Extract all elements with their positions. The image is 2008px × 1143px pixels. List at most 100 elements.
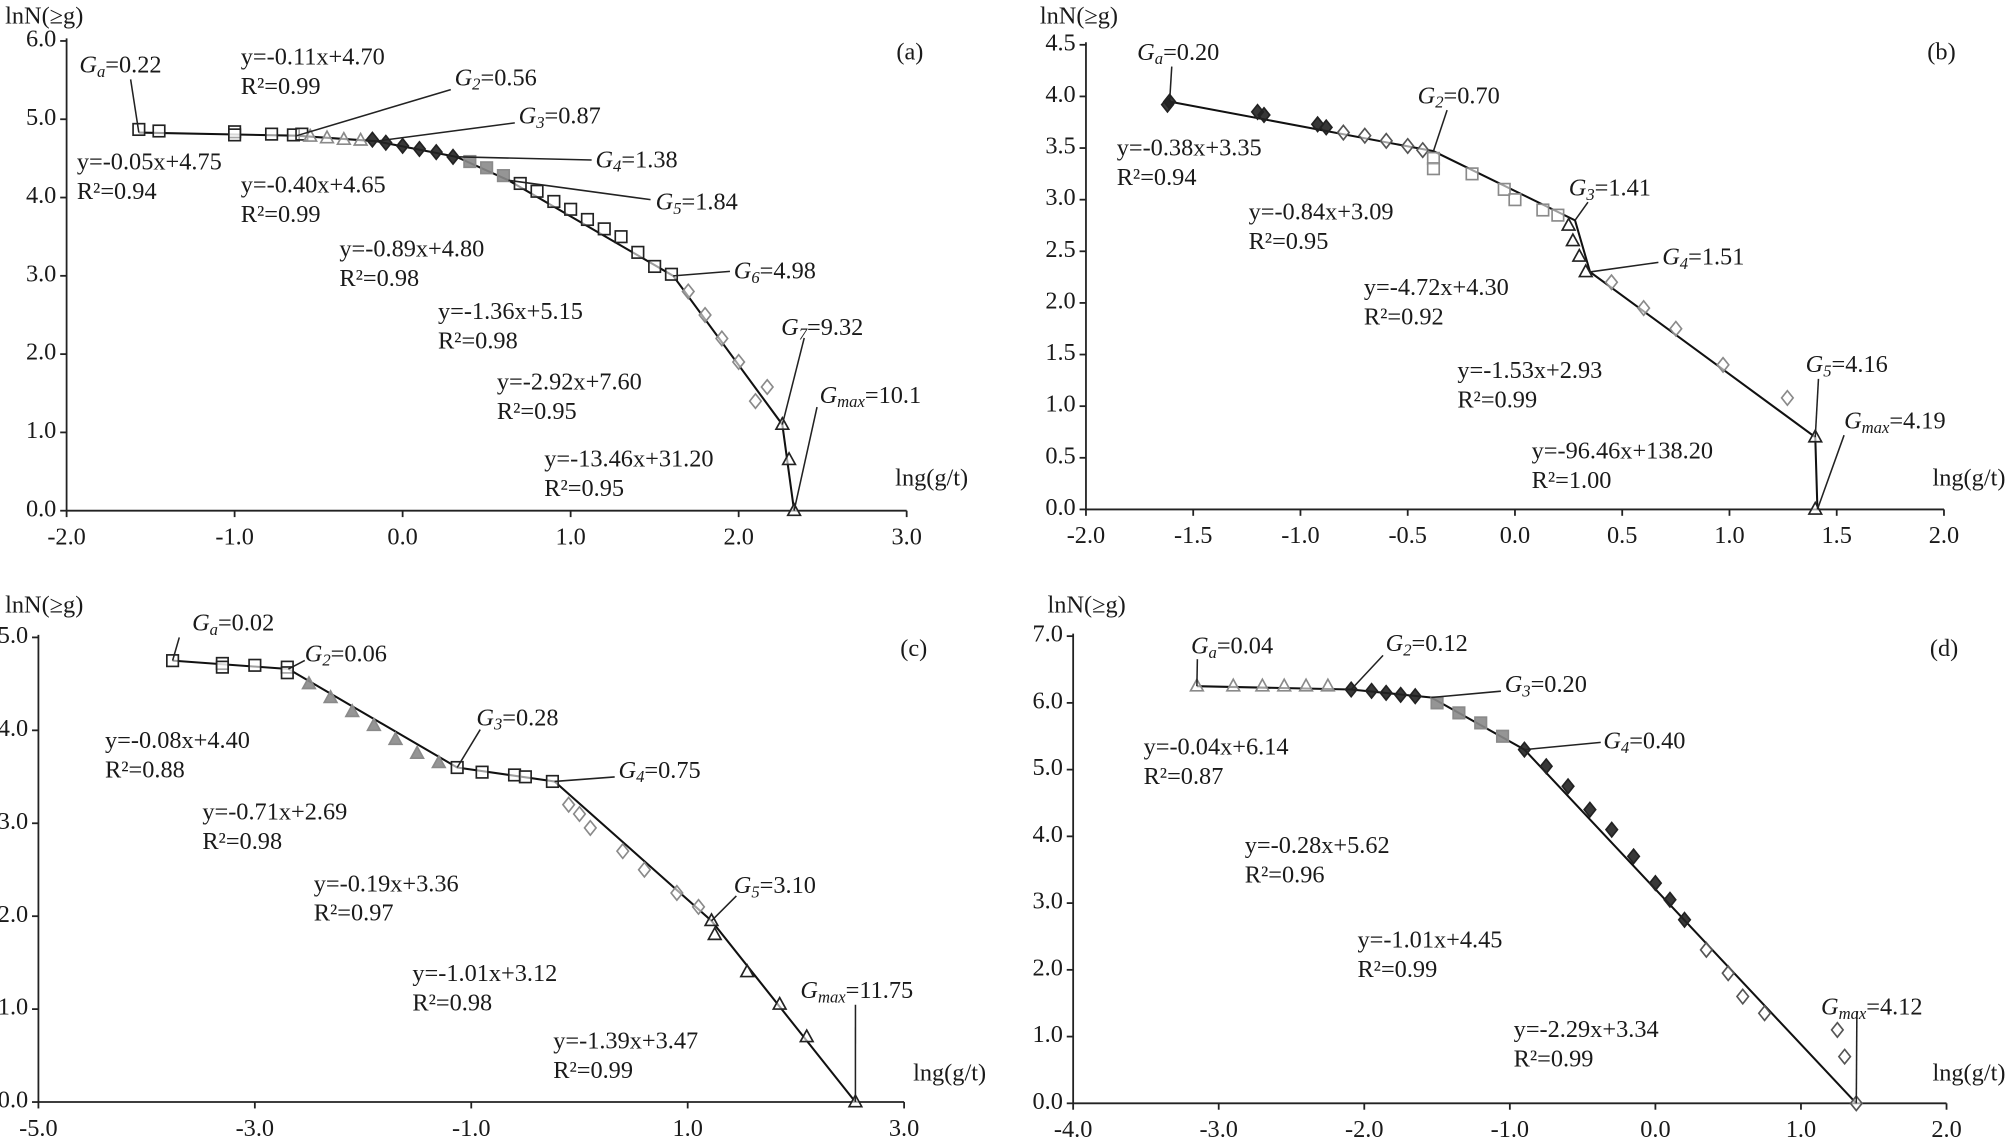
leader-line [1431,690,1501,699]
symbol: G [820,381,838,408]
subscript: 6 [751,268,760,287]
symbol: G [305,640,323,667]
equation: y=-1.01x+4.45 [1357,927,1502,954]
marker [215,660,229,674]
x-tick-label: 2.0 [1931,1116,1961,1143]
leader-line [554,776,615,783]
marker [387,730,404,746]
marker [760,378,775,396]
subscript: 2 [472,75,480,94]
y-tick-label: 5.0 [0,622,28,649]
y-tick-label: 1.0 [26,417,56,444]
y-tick-label: 1.0 [1033,1021,1063,1048]
y-tick-label: 5.0 [26,104,56,131]
marker [1735,988,1750,1006]
subscript: 2 [1403,640,1411,659]
breakpoint-label: G2=0.12 [1386,630,1468,660]
marker [429,143,444,161]
x-tick-label: 1.0 [1714,522,1744,549]
marker [1578,263,1594,278]
x-tick-label: -0.5 [1388,522,1427,549]
value: =3.10 [760,872,816,899]
breakpoint-label: G7=9.32 [781,314,863,344]
marker [561,796,576,814]
breakpoint-label: G4=0.75 [619,756,701,786]
subscript: max [818,987,846,1006]
marker [1780,389,1795,407]
symbol: G [1569,174,1587,201]
x-tick-label: -4.0 [1054,1116,1093,1143]
marker [1364,682,1379,700]
subscript: max [1862,418,1890,437]
x-tick-label: -5.0 [19,1115,58,1142]
marker [1465,167,1479,181]
marker [446,148,460,166]
marker [1452,706,1466,720]
marker [1663,891,1677,909]
r-squared: R²=0.94 [1117,164,1197,191]
breakpoint-label: Ga=0.04 [1191,632,1273,662]
marker [614,230,628,244]
r-squared: R²=0.99 [1457,386,1537,413]
breakpoint-label: G5=4.16 [1806,351,1888,381]
marker [409,744,425,760]
value: =0.40 [1629,727,1685,754]
y-tick-label: 7.0 [1033,621,1063,648]
x-tick-label: -3.0 [236,1115,275,1142]
breakpoint-label: Ga=0.02 [192,609,274,639]
y-tick-label: 0.0 [26,495,56,522]
breakpoint-label: G3=0.20 [1505,671,1587,701]
x-tick-label: -1.0 [1281,522,1320,549]
y-tick-label: 4.0 [1045,81,1075,108]
x-axis-label: lng(g/t) [1932,1060,2005,1087]
symbol: G [192,609,210,636]
subscript: 4 [613,156,621,175]
y-tick-label: 0.0 [0,1087,28,1114]
marker [1357,127,1372,145]
x-tick-label: 1.0 [555,523,585,550]
marker [631,245,645,259]
x-tick-label: -2.0 [47,523,86,550]
leader-line [296,88,451,137]
marker [1604,821,1619,839]
r-squared: R²=0.99 [1357,956,1437,983]
marker [1536,203,1550,217]
equation: y=-0.38x+3.35 [1117,134,1262,161]
breakpoint-label: Gmax=4.19 [1844,407,1946,437]
leader-line [781,337,805,425]
value: =0.56 [480,64,536,91]
r-squared: R²=0.96 [1245,861,1325,888]
value: =1.38 [621,146,677,173]
x-tick-label: 1.5 [1822,522,1852,549]
marker [152,124,166,138]
symbol: G [1386,630,1404,657]
y-tick-label: 3.0 [1033,888,1063,915]
x-tick-label: 1.0 [672,1115,702,1142]
leader-line [508,179,651,201]
marker [715,329,729,347]
equation: y=-0.71x+2.69 [202,799,347,826]
marker [1604,273,1619,291]
marker [513,176,527,191]
y-tick-label: 2.0 [0,901,28,928]
equation: y=-2.29x+3.34 [1514,1016,1659,1043]
marker [496,169,511,183]
subscript: a [97,62,105,81]
marker [463,154,477,169]
breakpoint-label: G5=3.10 [734,872,816,902]
marker [1254,677,1271,692]
r-squared: R²=0.99 [241,201,321,228]
value: =0.70 [1444,82,1500,109]
marker [248,658,262,672]
marker [228,128,242,142]
y-tick-label: 2.0 [1033,954,1063,981]
marker [1393,686,1408,704]
symbol: G [656,188,674,215]
panel-label: (d) [1930,635,1958,662]
subscript: 5 [751,882,759,901]
equation: y=-1.53x+2.93 [1457,357,1602,384]
r-squared: R²=0.95 [497,398,577,425]
x-axis-label: lng(g/t) [895,465,968,492]
marker [706,926,723,941]
y-tick-label: 2.0 [1045,288,1075,315]
